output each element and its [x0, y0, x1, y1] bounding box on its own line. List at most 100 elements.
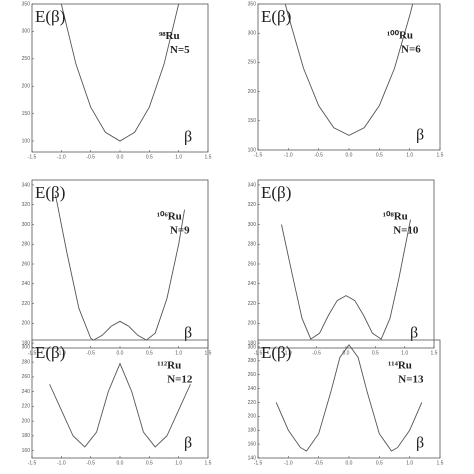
x-tick-label: 0.0	[346, 152, 353, 158]
curve	[60, 3, 180, 142]
y-tick-label: 240	[248, 386, 257, 392]
x-tick-label: 1.0	[175, 350, 182, 356]
y-tick-label: 220	[22, 301, 31, 307]
curve	[55, 194, 185, 341]
x-tick-label: 0.0	[343, 350, 350, 356]
y-tick-label: 280	[22, 359, 31, 365]
x-tick-label: -1.0	[283, 350, 292, 356]
x-tick-label: 0.0	[117, 154, 124, 160]
y-tick-label: 300	[248, 344, 257, 350]
y-tick-label: 200	[22, 418, 31, 424]
x-tick-label: 1.5	[437, 152, 444, 158]
y-tick-label: 220	[248, 301, 257, 307]
x-tick-label: -0.5	[86, 154, 95, 160]
annotation: N=5	[170, 44, 190, 56]
annotation: ¹¹²Ru	[157, 359, 181, 371]
x-tick-label: -1.0	[57, 350, 66, 356]
x-tick-label: 1.0	[401, 350, 408, 356]
x-axis-label: β	[416, 435, 424, 452]
x-tick-label: 1.5	[437, 460, 444, 466]
x-tick-label: 0.5	[372, 350, 379, 356]
y-tick-label: 150	[22, 111, 31, 117]
y-axis-label: E(β)	[35, 183, 65, 202]
y-tick-label: 220	[248, 400, 257, 406]
x-tick-label: -1.0	[284, 152, 293, 158]
panel: -1.5 -1.0 -0.5 0.0 0.5 1.0 1.51802002202402602…	[248, 179, 438, 356]
y-tick-label: 340	[248, 182, 257, 188]
y-tick-label: 320	[248, 202, 257, 208]
y-tick-label: 260	[248, 261, 257, 267]
y-tick-label: 260	[22, 374, 31, 380]
y-tick-label: 320	[22, 202, 31, 208]
x-axis-label: β	[184, 129, 192, 146]
y-tick-label: 300	[248, 31, 257, 37]
y-tick-label: 200	[22, 321, 31, 327]
x-tick-label: -1.0	[57, 154, 66, 160]
panel: -1.5 -1.0 -0.5 0.0 0.5 1.0 1.51802002202402602…	[22, 179, 212, 356]
x-tick-label: 0.5	[376, 152, 383, 158]
panel: -1.5 -1.0 -0.5 0.0 0.5 1.0 1.5 100 150 200 250 300 3…	[22, 1, 212, 160]
x-tick-label: -0.5	[86, 460, 95, 466]
x-tick-label: -0.5	[314, 152, 323, 158]
y-tick-label: 280	[22, 242, 31, 248]
annotation: ⁹⁸Ru	[159, 30, 180, 42]
y-tick-label: 260	[248, 372, 257, 378]
x-tick-label: 0.5	[146, 350, 153, 356]
annotation: ¹⁰⁸Ru	[383, 210, 408, 222]
y-axis-label: E(β)	[261, 7, 291, 26]
y-tick-label: 140	[248, 455, 257, 461]
curve	[49, 362, 191, 448]
y-axis-label: E(β)	[261, 183, 291, 202]
y-tick-label: 200	[22, 84, 31, 90]
x-tick-label: 1.5	[205, 154, 212, 160]
y-tick-label: 300	[248, 222, 257, 228]
y-tick-label: 160	[248, 441, 257, 447]
y-tick-label: 240	[22, 281, 31, 287]
x-tick-label: -1.5	[254, 460, 263, 466]
y-axis-label: E(β)	[35, 7, 65, 26]
x-axis-label: β	[416, 127, 424, 144]
annotation: N=9	[170, 224, 190, 236]
x-tick-label: 1.0	[175, 154, 182, 160]
panel: -1.5 -1.0 -0.5 0.0 0.5 1.0 1.5 160 180 200 220 240 2…	[22, 339, 212, 466]
x-tick-label: 1.0	[175, 460, 182, 466]
y-tick-label: 100	[22, 138, 31, 144]
x-tick-label: 0.5	[376, 460, 383, 466]
y-tick-label: 180	[248, 340, 257, 346]
curve	[275, 344, 423, 452]
annotation: N=6	[401, 44, 421, 56]
y-tick-label: 150	[248, 118, 257, 124]
plot-frame	[31, 179, 209, 349]
y-tick-label: 100	[248, 147, 257, 153]
y-tick-label: 260	[22, 261, 31, 267]
annotation: N=12	[167, 373, 193, 385]
y-tick-label: 350	[22, 1, 31, 7]
x-axis-label: β	[184, 435, 192, 452]
x-tick-label: 0.0	[346, 460, 353, 466]
x-tick-label: -1.0	[57, 460, 66, 466]
curve	[281, 219, 411, 340]
y-tick-label: 200	[248, 414, 257, 420]
x-axis-label: β	[410, 325, 418, 342]
x-tick-label: 1.5	[431, 350, 438, 356]
x-axis-label: β	[184, 325, 192, 342]
x-tick-label: -0.5	[312, 350, 321, 356]
x-tick-label: 0.0	[117, 350, 124, 356]
y-tick-label: 280	[248, 358, 257, 364]
y-tick-label: 300	[22, 222, 31, 228]
x-tick-label: 0.5	[146, 460, 153, 466]
y-tick-label: 340	[22, 182, 31, 188]
y-tick-label: 280	[248, 242, 257, 248]
x-tick-label: 0.0	[117, 460, 124, 466]
x-tick-label: 0.5	[146, 154, 153, 160]
x-tick-label: -0.5	[86, 350, 95, 356]
x-tick-label: -0.5	[314, 460, 323, 466]
x-tick-label: -1.5	[254, 152, 263, 158]
y-tick-label: 200	[248, 89, 257, 95]
y-tick-label: 240	[248, 281, 257, 287]
x-tick-label: -1.5	[28, 154, 37, 160]
y-tick-label: 350	[248, 1, 257, 7]
annotation: N=13	[398, 373, 424, 385]
y-axis-label: E(β)	[35, 343, 65, 362]
